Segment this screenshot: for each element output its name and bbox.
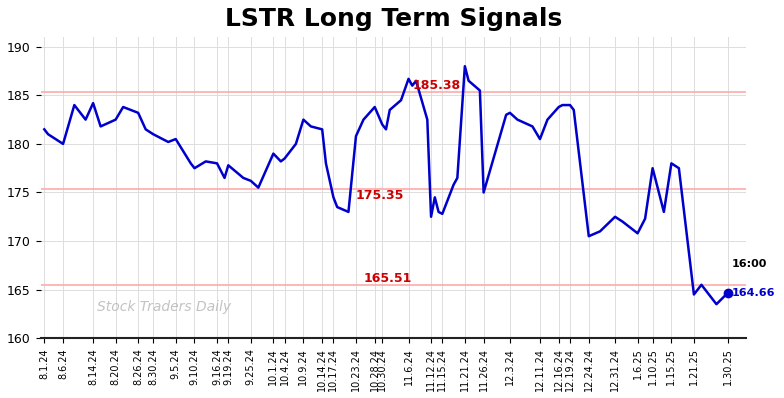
Text: 185.38: 185.38 bbox=[412, 79, 460, 92]
Text: 165.51: 165.51 bbox=[364, 272, 412, 285]
Text: Stock Traders Daily: Stock Traders Daily bbox=[97, 300, 231, 314]
Title: LSTR Long Term Signals: LSTR Long Term Signals bbox=[225, 7, 562, 31]
Text: 16:00: 16:00 bbox=[731, 259, 767, 269]
Text: 175.35: 175.35 bbox=[356, 189, 405, 202]
Text: 164.66: 164.66 bbox=[731, 288, 775, 298]
